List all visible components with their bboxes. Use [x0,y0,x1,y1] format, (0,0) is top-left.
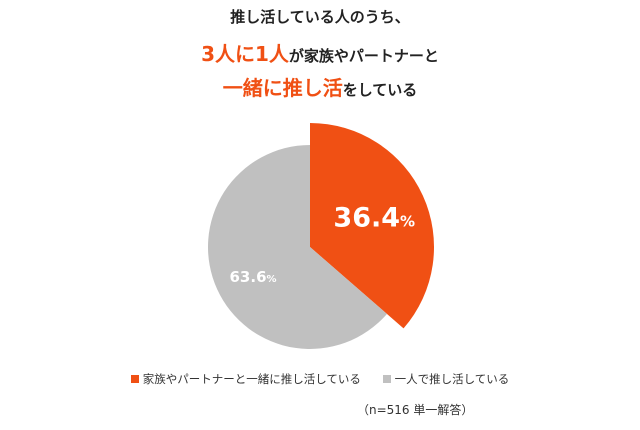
legend-swatch-orange [130,374,139,383]
legend-label-alone: 一人で推し活している [394,372,510,386]
sample-note: （n=516 単一解答） [357,403,474,417]
chart-title-line3: 一緒に推し活をしている [0,72,640,101]
legend-item-together: 家族やパートナーと一緒に推し活している [130,371,361,387]
legend-label-together: 家族やパートナーと一緒に推し活している [142,372,361,386]
chart-title-line1: 推し活している人のうち、 [230,8,410,26]
pie-label-alone: 63.6% [230,268,277,286]
pie-label-together: 36.4% [333,202,415,233]
title-highlight-3-in-1: 3人に1人 [201,42,289,66]
title-line3-rest: をしている [342,81,418,99]
chart-title-line2: 3人に1人が家族やパートナーと [0,38,640,67]
title-line2-rest: が家族やパートナーと [288,47,439,65]
chart-legend: 家族やパートナーと一緒に推し活している 一人で推し活している [0,371,640,387]
pie-slice-together [310,123,434,329]
legend-item-alone: 一人で推し活している [382,371,510,387]
title-highlight-together: 一緒に推し活 [222,76,343,100]
legend-swatch-gray [382,374,391,383]
pie-slice-alone [208,145,387,349]
